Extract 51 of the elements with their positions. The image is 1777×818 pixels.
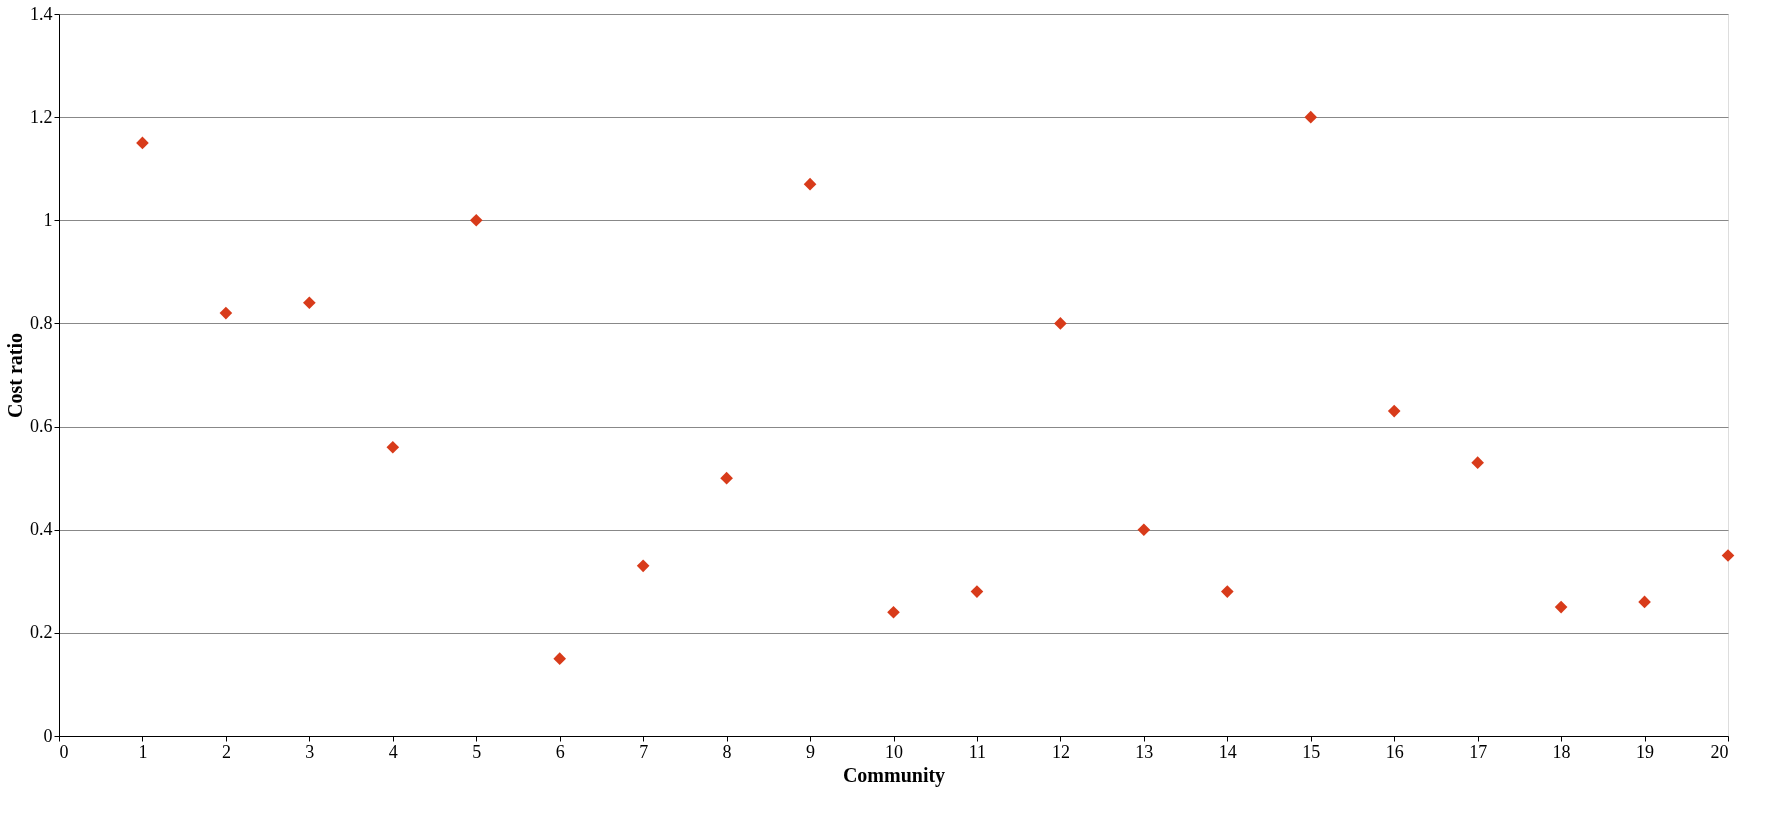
point bbox=[720, 471, 733, 485]
y-tick-label: 1.4 bbox=[30, 3, 53, 24]
x-tick-label: 20 bbox=[1710, 741, 1729, 762]
x-tick-label: 2 bbox=[221, 741, 231, 762]
y-tick-label: 0 bbox=[43, 725, 53, 746]
point bbox=[803, 177, 817, 191]
y-tick-label: 0.4 bbox=[30, 519, 53, 540]
x-tick-label: 17 bbox=[1469, 741, 1488, 762]
point bbox=[1471, 456, 1484, 469]
y-tick-label: 1.2 bbox=[30, 106, 53, 127]
x-tick-label: 16 bbox=[1385, 741, 1404, 762]
point bbox=[303, 296, 316, 310]
point bbox=[636, 559, 650, 573]
point bbox=[1304, 110, 1318, 124]
x-tick-label: 13 bbox=[1135, 741, 1154, 762]
x-tick-label: 5 bbox=[472, 741, 482, 762]
point bbox=[1137, 523, 1151, 537]
x-tick-label: 9 bbox=[806, 741, 816, 762]
point bbox=[1054, 317, 1067, 330]
x-tick-label: 4 bbox=[388, 741, 398, 762]
x-tick-label: 11 bbox=[968, 741, 987, 762]
x-tick-label: 18 bbox=[1552, 741, 1571, 762]
point bbox=[1638, 595, 1651, 609]
point bbox=[1387, 404, 1401, 418]
point bbox=[1220, 585, 1234, 598]
point bbox=[1721, 549, 1735, 562]
x-tick-label: 7 bbox=[639, 741, 649, 762]
y-tick-label: 0.2 bbox=[30, 622, 53, 643]
x-tick-label: 15 bbox=[1302, 741, 1321, 762]
x-tick-label: 12 bbox=[1051, 741, 1070, 762]
x-tick-label: 3 bbox=[305, 741, 315, 762]
x-tick-label: 14 bbox=[1218, 741, 1237, 762]
y-axis-title: Cost ratio bbox=[4, 333, 26, 418]
point bbox=[887, 605, 900, 619]
point bbox=[1554, 600, 1568, 614]
y-tick-label: 0.8 bbox=[30, 312, 53, 333]
point bbox=[219, 306, 233, 320]
y-tick-label: 0.6 bbox=[30, 416, 53, 437]
x-tick-label: 1 bbox=[138, 741, 148, 762]
point bbox=[469, 213, 483, 227]
point bbox=[386, 440, 400, 454]
point bbox=[136, 136, 149, 150]
x-tick-label: 10 bbox=[885, 741, 903, 762]
point bbox=[970, 585, 984, 598]
point bbox=[553, 652, 567, 665]
x-tick-label: 19 bbox=[1636, 741, 1655, 762]
x-tick-label: 8 bbox=[722, 741, 732, 762]
y-tick-label: 1 bbox=[43, 209, 53, 230]
x-axis-title: Community bbox=[842, 763, 946, 787]
x-tick-label: 0 bbox=[59, 741, 69, 762]
x-tick-label: 6 bbox=[555, 741, 565, 762]
